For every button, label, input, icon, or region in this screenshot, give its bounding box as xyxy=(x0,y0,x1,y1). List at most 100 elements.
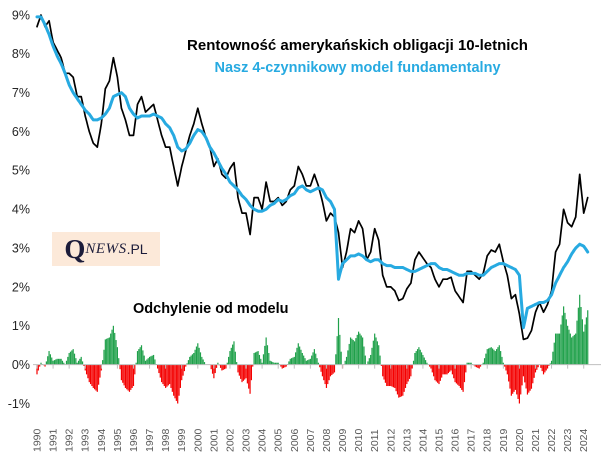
deviation-bar xyxy=(568,329,570,365)
x-tick-label: 1991 xyxy=(48,428,60,452)
deviation-bar xyxy=(434,364,436,381)
deviation-bar xyxy=(90,364,92,385)
deviation-bar xyxy=(348,343,350,365)
deviation-bar xyxy=(195,346,198,365)
deviation-bar xyxy=(242,364,244,381)
deviation-bar xyxy=(166,364,168,387)
deviation-bar xyxy=(163,364,165,387)
deviation-bar xyxy=(327,364,329,385)
deviation-bar xyxy=(128,364,131,392)
x-tick-label: 2001 xyxy=(208,428,220,452)
qnews-logo-news: NEWS xyxy=(85,240,127,257)
deviation-bar xyxy=(567,325,569,365)
deviation-bar xyxy=(344,360,346,365)
deviation-bar xyxy=(280,364,282,367)
deviation-bar xyxy=(40,362,42,365)
x-tick-label: 2003 xyxy=(241,428,253,452)
deviation-bar xyxy=(95,364,97,391)
y-tick-label: 5% xyxy=(12,164,30,178)
deviation-bar xyxy=(425,360,427,365)
y-tick-label: 0% xyxy=(12,358,30,372)
deviation-bar xyxy=(584,324,586,365)
deviation-bar xyxy=(270,361,273,365)
deviation-bar xyxy=(380,364,382,366)
deviation-bar xyxy=(406,364,408,385)
deviation-bar xyxy=(171,364,173,392)
deviation-bar xyxy=(169,364,171,385)
deviation-bar xyxy=(139,347,141,365)
qnews-logo-pl: .PL xyxy=(126,241,148,257)
model-line-path xyxy=(35,15,590,330)
deviation-bar xyxy=(230,347,232,365)
deviation-bar xyxy=(553,342,555,365)
deviation-bar xyxy=(441,364,443,378)
deviation-bar xyxy=(276,362,278,365)
deviation-bar xyxy=(106,338,108,365)
deviation-bar xyxy=(332,364,334,374)
deviation-bar xyxy=(225,364,227,369)
deviation-bar xyxy=(123,364,125,386)
deviation-bar xyxy=(542,364,545,375)
y-tick-label: 2% xyxy=(12,280,30,294)
deviation-bar xyxy=(108,337,110,365)
deviation-bar xyxy=(213,364,215,379)
deviation-bar xyxy=(364,355,366,365)
deviation-bar xyxy=(291,358,293,365)
deviation-bar xyxy=(577,307,579,365)
deviation-bar xyxy=(469,362,471,365)
deviation-bar xyxy=(433,364,435,377)
deviation-bar xyxy=(293,356,295,365)
deviation-bar xyxy=(308,359,310,365)
x-tick-label: 2023 xyxy=(562,428,574,452)
deviation-bar xyxy=(475,364,478,368)
deviation-bar xyxy=(85,364,88,375)
deviation-bar xyxy=(337,318,340,365)
x-tick-label: 2009 xyxy=(337,428,349,452)
yield-line-path xyxy=(36,14,589,341)
deviation-bar xyxy=(416,349,419,365)
x-tick-label: 2017 xyxy=(466,428,478,452)
deviation-bar xyxy=(157,364,159,369)
deviation-bar xyxy=(463,364,466,383)
deviation-bar xyxy=(356,334,358,365)
deviation-bar xyxy=(429,364,431,367)
deviation-bar xyxy=(134,364,136,375)
deviation-bar xyxy=(414,353,416,365)
deviation-bars xyxy=(36,294,589,404)
deviation-bar xyxy=(395,364,397,392)
zero-axis-line xyxy=(33,364,601,369)
deviation-bar xyxy=(238,364,240,376)
deviation-bar xyxy=(214,364,216,374)
deviation-bar xyxy=(583,331,585,365)
deviation-bar xyxy=(37,364,39,371)
deviation-bar xyxy=(272,362,274,365)
deviation-bar xyxy=(325,364,328,388)
deviation-bar xyxy=(111,329,113,365)
deviation-bar xyxy=(502,362,504,365)
x-tick-label: 1997 xyxy=(144,428,156,452)
deviation-bar xyxy=(248,364,250,389)
y-tick-label: 7% xyxy=(12,86,30,100)
deviation-bar xyxy=(228,356,230,365)
deviation-bar xyxy=(222,364,224,370)
deviation-bar xyxy=(249,364,251,394)
deviation-bar xyxy=(451,364,453,375)
deviation-bar xyxy=(587,310,589,365)
deviation-bar xyxy=(549,363,551,365)
deviation-bar xyxy=(508,364,510,382)
deviation-bar xyxy=(581,319,583,365)
x-tick-label: 2012 xyxy=(385,428,397,452)
deviation-bar xyxy=(571,337,573,365)
x-tick-label: 2016 xyxy=(450,428,462,452)
x-tick-label: 2008 xyxy=(321,428,333,452)
deviation-bar xyxy=(347,350,349,365)
deviation-bar xyxy=(237,364,239,373)
deviation-bar xyxy=(268,353,270,365)
deviation-bar xyxy=(349,337,352,365)
deviation-bar xyxy=(91,364,93,387)
x-tick-label: 1990 xyxy=(32,428,44,452)
deviation-bar xyxy=(560,324,562,365)
deviation-bar xyxy=(408,364,411,379)
deviation-bar xyxy=(285,364,287,367)
deviation-bar xyxy=(490,347,492,365)
